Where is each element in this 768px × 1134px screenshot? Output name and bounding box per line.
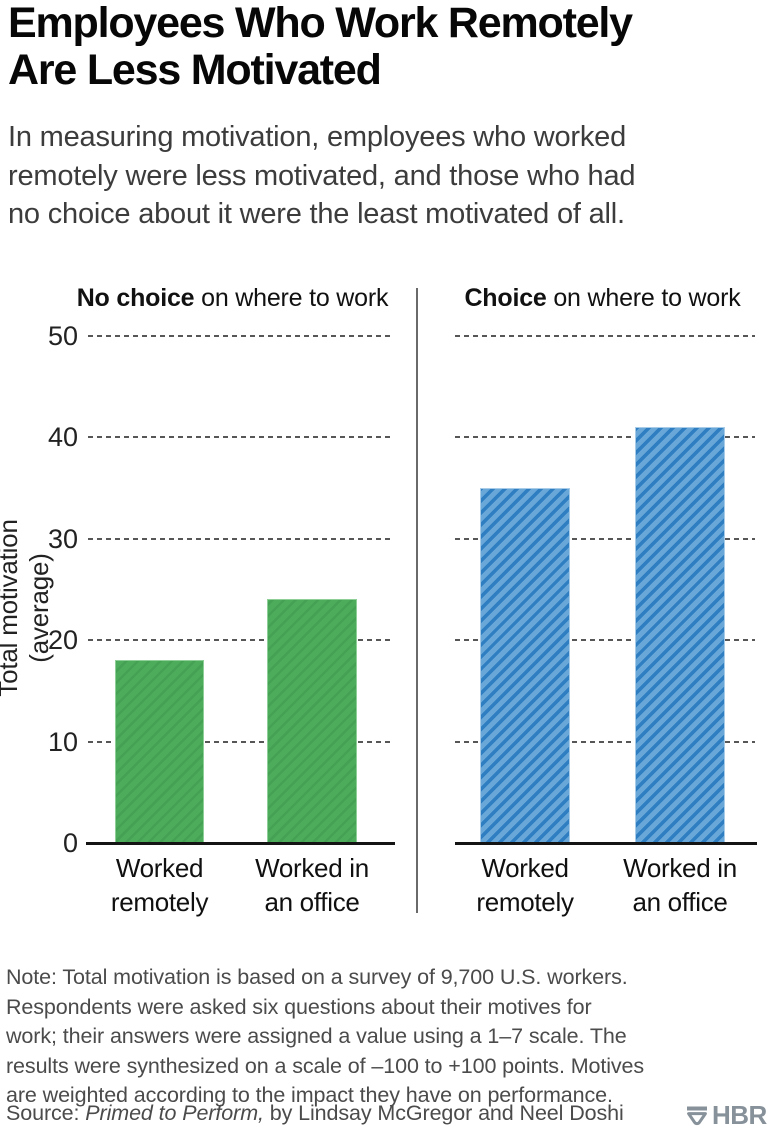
bar [115,660,204,843]
gridline [455,334,755,337]
x-category-label: Worked in an office [255,853,369,917]
bar [480,487,570,843]
panel-header-bold: Choice [464,284,547,312]
bar [267,599,357,843]
source-line: Source: Primed to Perform, by Lindsay Mc… [6,1101,624,1126]
bar [635,426,725,843]
source-authors: by Lindsay McGregor and Neel Doshi [263,1101,624,1125]
y-tick-label: 20 [47,625,78,655]
y-tick-label: 30 [47,523,78,554]
x-axis-line-right [455,842,757,845]
hbr-shield-icon [686,1104,708,1127]
source-prefix: Source: [6,1101,86,1125]
hbr-logo-text: HBR [712,1100,767,1130]
gridline [88,639,393,641]
gridline [455,639,755,641]
y-tick-label: 0 [62,828,78,858]
gridline [88,740,393,743]
hbr-logo: HBR [686,1100,767,1131]
x-category-label: Worked remotely [110,853,209,917]
panel-divider-line [416,288,418,913]
x-category-label: Worked remotely [476,853,574,917]
y-tick-label: 40 [47,422,78,452]
footnote: Note: Total motivation is based on a sur… [6,965,645,1108]
panel-header-rest: on where to work [546,284,741,312]
gridline [455,537,755,540]
y-tick-label: 10 [47,726,78,757]
gridline [88,436,393,438]
y-axis-title: Total motivation (average) [0,519,54,697]
y-tick-label: 50 [47,320,78,351]
panel-header-no-choice: No choice on where to work [70,284,395,313]
panel-header-bold: No choice [76,284,195,312]
gridline [455,740,755,743]
x-category-label: Worked in an office [623,853,737,917]
panel-header-choice: Choice on where to work [445,284,760,313]
page-title: Employees Who Work Remotely Are Less Mot… [8,0,633,94]
panel-header-rest: on where to work [194,284,389,312]
source-book-title: Primed to Perform, [85,1101,264,1125]
gridline [455,436,755,438]
gridline [88,334,393,337]
gridline [88,537,393,540]
page-subtitle: In measuring motivation, employees who w… [8,121,636,230]
x-axis-line-left [86,842,395,845]
